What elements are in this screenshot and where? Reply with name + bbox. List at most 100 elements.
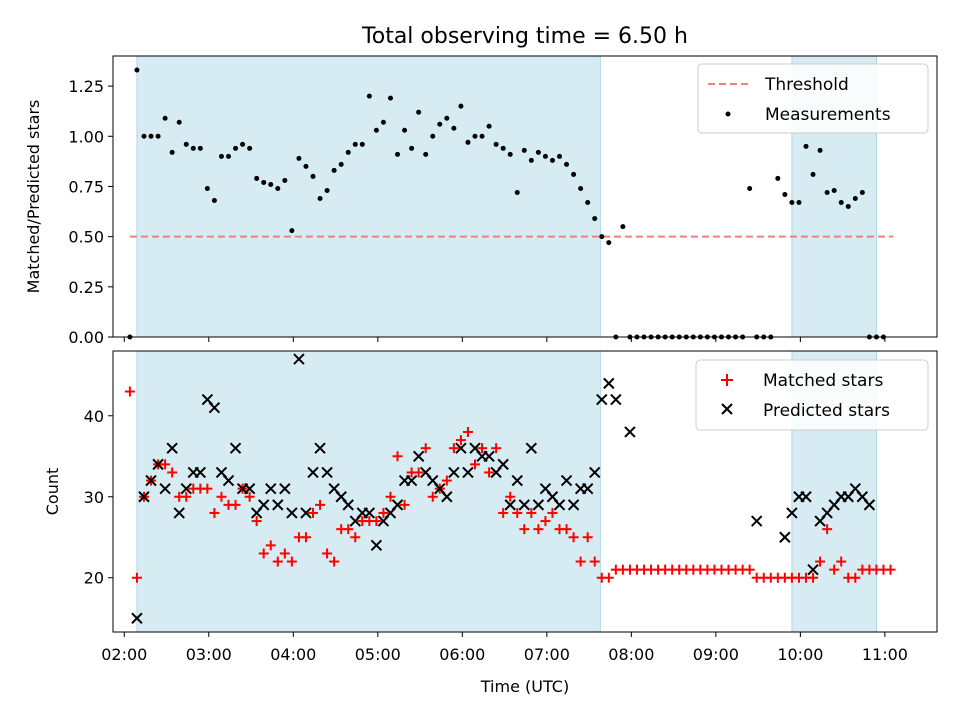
measurement-point: [789, 200, 795, 206]
measurement-point: [155, 133, 161, 139]
matched-star-point: [371, 516, 382, 527]
measurement-point: [528, 157, 534, 163]
measurement-point: [564, 161, 570, 167]
predicted-star-point: [412, 450, 425, 462]
predicted-star-point: [567, 499, 580, 511]
measurement-point: [359, 141, 365, 147]
measurement-point: [352, 141, 358, 147]
matched-star-point: [209, 507, 220, 518]
predicted-star-point: [750, 515, 763, 527]
measurement-point: [183, 141, 189, 147]
predicted-star-point: [229, 442, 242, 454]
predicted-star-point: [131, 612, 143, 624]
measurement-point: [451, 125, 457, 131]
matched-star-point: [491, 443, 502, 454]
legend-predicted-swatch: [721, 403, 733, 415]
top-y-tick-label: 0.25: [68, 278, 104, 297]
measurement-point: [472, 133, 478, 139]
legend-measurements-swatch: [725, 111, 731, 117]
predicted-star-point: [342, 499, 354, 511]
matched-star-point: [329, 556, 340, 567]
bottom-legend: Matched stars Predicted stars: [695, 359, 929, 431]
measurement-point: [542, 153, 548, 159]
measurement-point: [620, 224, 626, 230]
matched-star-point: [526, 507, 537, 518]
measurement-point: [578, 185, 584, 191]
matched-star-point: [822, 524, 833, 535]
measurement-point: [493, 141, 499, 147]
measurement-point: [521, 147, 527, 153]
matched-star-point: [512, 507, 523, 518]
matched-star-point: [308, 507, 319, 518]
measurement-point: [803, 143, 809, 149]
measurement-point: [204, 185, 210, 191]
predicted-star-point: [265, 482, 277, 495]
measurement-point: [366, 93, 372, 99]
matched-star-point: [603, 572, 614, 583]
measurement-point: [402, 127, 408, 133]
measurement-point: [852, 196, 858, 202]
x-tick-label: 06:00: [439, 645, 485, 664]
matched-star-point: [378, 507, 389, 518]
predicted-star-point: [272, 499, 284, 511]
matched-star-point: [885, 564, 896, 575]
bottom-panel: 20 30 40 02:00 03:00 04:00 05:00 06:00 07:00 08:…: [43, 350, 938, 696]
predicted-star-point: [462, 466, 474, 479]
measurement-point: [838, 200, 844, 206]
predicted-star-point: [589, 466, 601, 479]
matched-star-point: [448, 443, 459, 454]
matched-star-point: [131, 572, 142, 583]
predicted-star-point: [779, 531, 791, 543]
predicted-star-point: [321, 466, 333, 479]
predicted-star-point: [180, 482, 192, 495]
matched-star-point: [258, 548, 269, 559]
matched-star-point: [265, 540, 276, 551]
predicted-star-point: [405, 474, 418, 487]
x-tick-label: 10:00: [777, 645, 823, 664]
predicted-star-point: [610, 393, 622, 406]
predicted-star-point: [504, 499, 516, 511]
measurement-point: [500, 145, 506, 151]
legend-measurements-label: Measurements: [765, 105, 891, 125]
measurement-point: [282, 177, 288, 183]
predicted-star-point: [560, 474, 573, 487]
measurement-point: [423, 151, 429, 157]
bottom-y-tick-label: 30: [84, 488, 104, 507]
measurement-point: [148, 133, 154, 139]
x-tick-label: 07:00: [524, 645, 570, 664]
predicted-star-point: [624, 426, 636, 438]
predicted-star-point: [786, 507, 798, 519]
predicted-star-point: [152, 458, 164, 471]
measurement-point: [162, 115, 168, 121]
measurement-point: [465, 139, 471, 145]
legend-matched-swatch: [721, 374, 733, 386]
matched-star-point: [343, 524, 354, 535]
measurement-point: [233, 145, 239, 151]
top-legend-box: [697, 63, 929, 134]
measurement-point: [606, 240, 612, 246]
matched-star-point: [230, 499, 241, 510]
measurement-point: [824, 189, 830, 195]
measurement-point: [486, 123, 492, 129]
measurement-point: [782, 191, 788, 197]
matched-star-point: [533, 524, 544, 535]
chart-title: Total observing time = 6.50 h: [361, 24, 688, 49]
measurement-point: [134, 67, 140, 73]
shaded-interval: [136, 350, 601, 633]
measurement-point: [549, 157, 555, 163]
predicted-star-point: [441, 491, 453, 503]
top-plot-frame: [112, 55, 938, 338]
matched-star-point: [300, 532, 311, 543]
measurement-point: [416, 109, 422, 115]
matched-star-point: [505, 491, 516, 502]
predicted-star-point: [300, 507, 312, 519]
matched-star-point: [589, 556, 600, 567]
measurement-point: [775, 175, 781, 181]
measurement-point: [324, 187, 330, 193]
bottom-legend-box: [695, 359, 929, 431]
measurement-point: [275, 185, 281, 191]
measurement-point: [331, 167, 337, 173]
measurement-point: [338, 161, 344, 167]
top-panel: 0.00 0.25 0.50 0.75 1.00 1.25 Matched/Predict…: [24, 55, 938, 347]
predicted-star-point: [483, 450, 495, 462]
